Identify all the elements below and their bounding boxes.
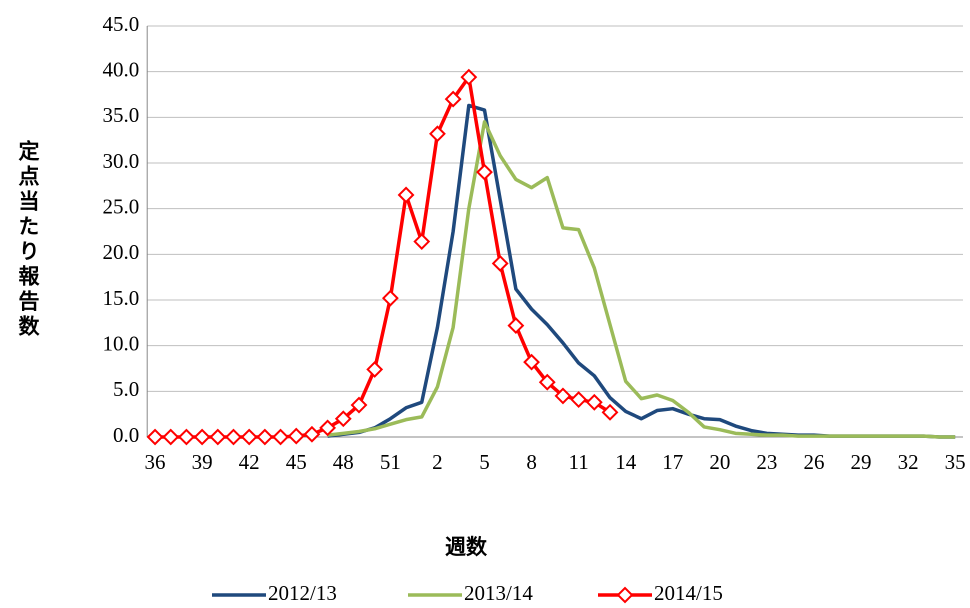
x-tick-label: 36 bbox=[145, 450, 166, 474]
legend: 2012/13 2013/14 2014/15 bbox=[212, 581, 723, 605]
y-tick-label: 45.0 bbox=[102, 12, 139, 36]
marker bbox=[429, 125, 446, 143]
line bbox=[327, 120, 956, 439]
y-tick-label: 15.0 bbox=[102, 286, 139, 310]
line bbox=[327, 103, 956, 439]
y-tick-label: 35.0 bbox=[102, 103, 139, 127]
x-tick-label: 48 bbox=[333, 450, 354, 474]
marker bbox=[538, 373, 556, 391]
marker bbox=[162, 428, 180, 446]
marker bbox=[554, 387, 572, 405]
marker bbox=[491, 255, 509, 272]
marker bbox=[272, 428, 289, 446]
marker bbox=[319, 419, 337, 437]
x-tick-label: 8 bbox=[526, 450, 537, 474]
marker bbox=[146, 428, 164, 446]
marker bbox=[256, 428, 274, 446]
marker bbox=[193, 428, 211, 446]
marker bbox=[366, 360, 384, 378]
marker bbox=[350, 396, 368, 414]
legend-label: 2014/15 bbox=[654, 581, 723, 605]
x-tick-label: 17 bbox=[662, 450, 683, 474]
marker bbox=[570, 391, 588, 408]
x-tick-label: 32 bbox=[898, 450, 919, 474]
marker bbox=[444, 90, 462, 108]
legend-label: 2012/13 bbox=[268, 581, 337, 605]
x-tick-label: 20 bbox=[709, 450, 730, 474]
x-tick-label: 42 bbox=[239, 450, 260, 474]
y-axis-label: 定点当たり報告数 bbox=[16, 139, 40, 340]
marker bbox=[523, 353, 540, 371]
series bbox=[146, 68, 619, 446]
marker bbox=[209, 428, 227, 446]
x-tick-label: 11 bbox=[569, 450, 589, 474]
x-tick-label: 29 bbox=[851, 450, 872, 474]
legend-marker bbox=[616, 586, 634, 604]
marker bbox=[225, 428, 242, 446]
series bbox=[327, 103, 956, 439]
marker bbox=[460, 68, 478, 86]
marker bbox=[334, 410, 352, 428]
y-tick-label: 25.0 bbox=[102, 194, 139, 218]
x-tick-label: 39 bbox=[192, 450, 213, 474]
marker bbox=[585, 393, 603, 411]
marker bbox=[381, 289, 399, 307]
marker bbox=[240, 428, 258, 446]
y-tick-label: 0.0 bbox=[113, 423, 139, 447]
y-tick-label: 40.0 bbox=[102, 57, 139, 81]
marker bbox=[397, 186, 415, 204]
marker bbox=[413, 233, 431, 250]
y-tick-label: 20.0 bbox=[102, 240, 139, 264]
marker bbox=[303, 425, 321, 443]
x-tick-label: 23 bbox=[756, 450, 777, 474]
x-tick-label: 45 bbox=[286, 450, 307, 474]
x-tick-label: 2 bbox=[432, 450, 443, 474]
x-tick-label: 26 bbox=[803, 450, 824, 474]
marker bbox=[601, 403, 619, 421]
y-tick-label: 30.0 bbox=[102, 149, 139, 173]
x-tick-label: 5 bbox=[479, 450, 490, 474]
x-tick-label: 35 bbox=[945, 450, 966, 474]
marker bbox=[287, 427, 305, 445]
marker bbox=[507, 317, 525, 334]
y-tick-label: 5.0 bbox=[113, 377, 139, 401]
x-tick-label: 14 bbox=[615, 450, 637, 474]
x-tick-label: 51 bbox=[380, 450, 401, 474]
y-tick-label: 10.0 bbox=[102, 331, 139, 355]
marker bbox=[178, 428, 195, 446]
series bbox=[327, 120, 956, 439]
x-axis-label: 週数 bbox=[445, 535, 488, 559]
marker bbox=[476, 163, 493, 181]
legend-label: 2013/14 bbox=[464, 581, 533, 605]
